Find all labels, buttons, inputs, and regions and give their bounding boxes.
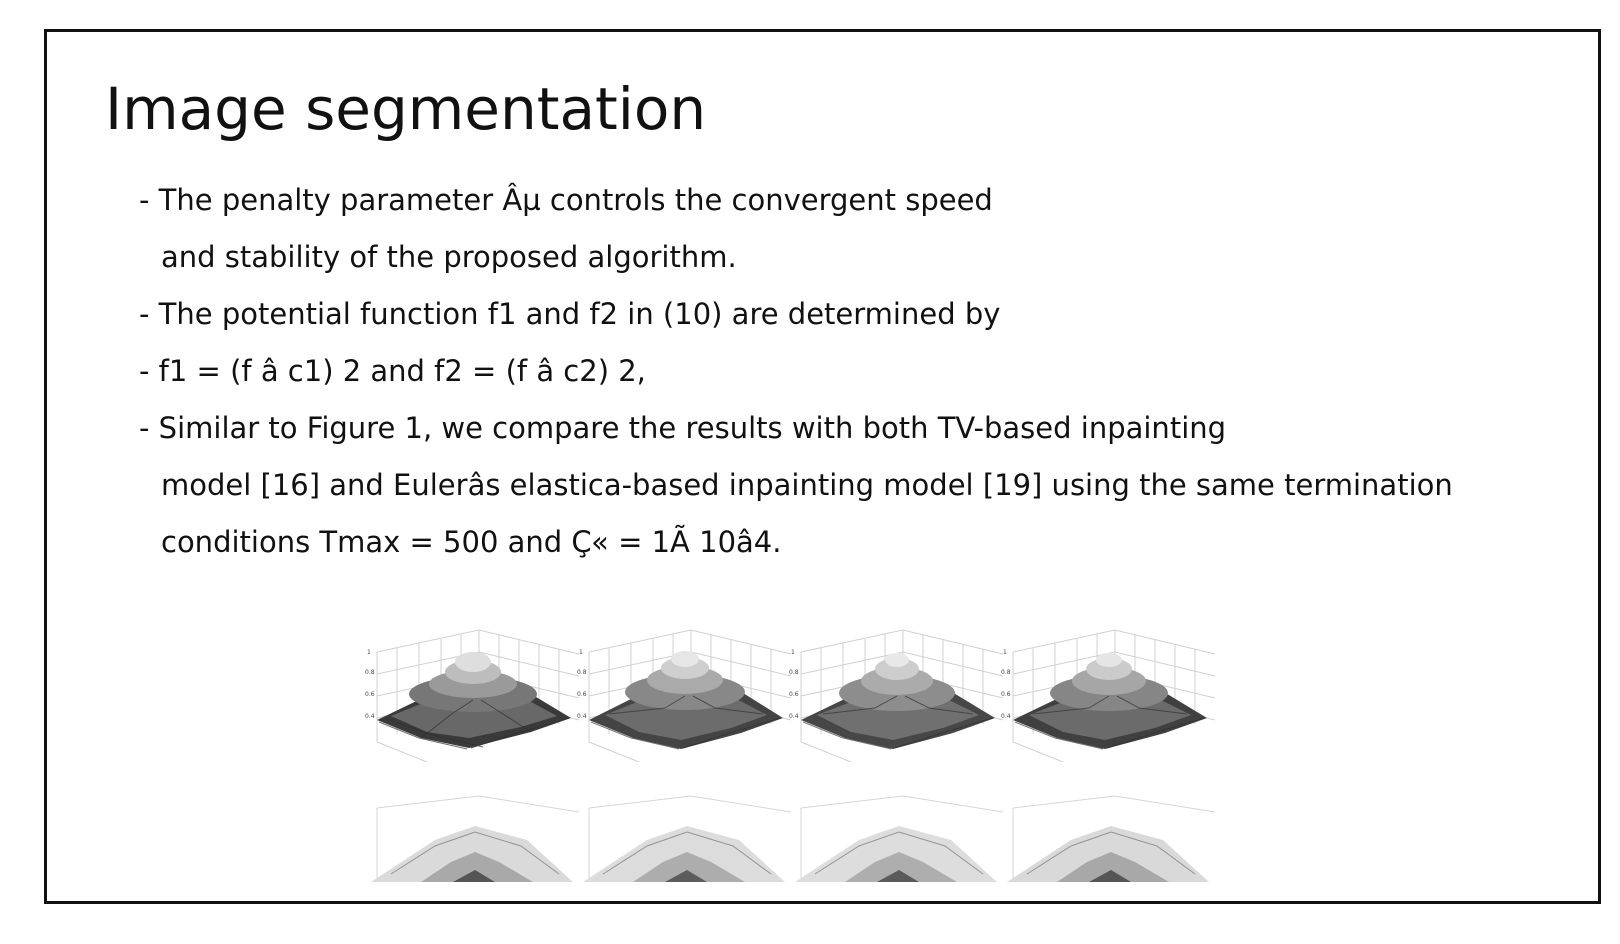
svg-text:0.4: 0.4 xyxy=(1001,713,1011,720)
svg-text:0.8: 0.8 xyxy=(789,669,799,676)
bullet-list: - The penalty parameter Âµ controls the … xyxy=(139,172,1559,571)
surface-plot-7 xyxy=(785,792,1010,882)
surface-plot-8 xyxy=(997,792,1222,882)
bullet-line-6: model [16] and Eulerâs elastica-based in… xyxy=(161,468,1453,502)
svg-text:0.4: 0.4 xyxy=(577,713,587,720)
svg-text:1: 1 xyxy=(1003,649,1007,656)
surface-plot-svg-6 xyxy=(583,795,792,882)
surface-plot-svg-5 xyxy=(371,795,580,882)
surface-plot-5 xyxy=(361,792,586,882)
surface-plot-svg-8 xyxy=(1007,795,1216,882)
svg-text:1: 1 xyxy=(367,649,371,656)
surface-plot-svg-3: 1 0.8 0.6 0.4 xyxy=(789,629,1004,762)
svg-text:0.6: 0.6 xyxy=(577,691,587,698)
surface-plot-1: 1 0.8 0.6 0.4 xyxy=(361,602,586,762)
svg-text:0.4: 0.4 xyxy=(365,713,375,720)
surface-plot-6 xyxy=(573,792,798,882)
surface-plot-2: 1 0.8 0.6 0.4 xyxy=(573,602,798,762)
slide-title: Image segmentation xyxy=(105,75,707,143)
surface-plot-svg-4: 1 0.8 0.6 0.4 xyxy=(1001,629,1216,762)
svg-text:0.6: 0.6 xyxy=(365,691,375,698)
slide-frame: Image segmentation - The penalty paramet… xyxy=(44,29,1601,904)
results-figure: 1 0.8 0.6 0.4 xyxy=(355,592,1255,888)
bullet-line-3: - The potential function f1 and f2 in (1… xyxy=(139,297,1001,331)
bullet-line-4: - f1 = (f â c1) 2 and f2 = (f â c2) 2, xyxy=(139,354,646,388)
surface-plot-4: 1 0.8 0.6 0.4 xyxy=(997,602,1222,762)
surface-plot-3: 1 0.8 0.6 0.4 xyxy=(785,602,1010,762)
svg-text:0.8: 0.8 xyxy=(1001,669,1011,676)
svg-text:0.8: 0.8 xyxy=(577,669,587,676)
svg-text:1: 1 xyxy=(579,649,583,656)
bullet-line-7: conditions Tmax = 500 and Ç« = 1Ã 10â4. xyxy=(161,525,782,559)
svg-text:0.6: 0.6 xyxy=(1001,691,1011,698)
surface-plot-svg-7 xyxy=(795,795,1004,882)
surface-plot-svg-2: 1 0.8 0.6 0.4 xyxy=(577,629,792,762)
svg-text:0.4: 0.4 xyxy=(789,713,799,720)
bullet-line-5: - Similar to Figure 1, we compare the re… xyxy=(139,411,1227,445)
svg-text:1: 1 xyxy=(791,649,795,656)
svg-text:0.6: 0.6 xyxy=(789,691,799,698)
surface-plot-svg-1: 1 0.8 0.6 0.4 xyxy=(365,629,580,762)
bullet-line-2: and stability of the proposed algorithm. xyxy=(161,240,737,274)
svg-text:0.8: 0.8 xyxy=(365,669,375,676)
bullet-line-1: - The penalty parameter Âµ controls the … xyxy=(139,183,993,217)
